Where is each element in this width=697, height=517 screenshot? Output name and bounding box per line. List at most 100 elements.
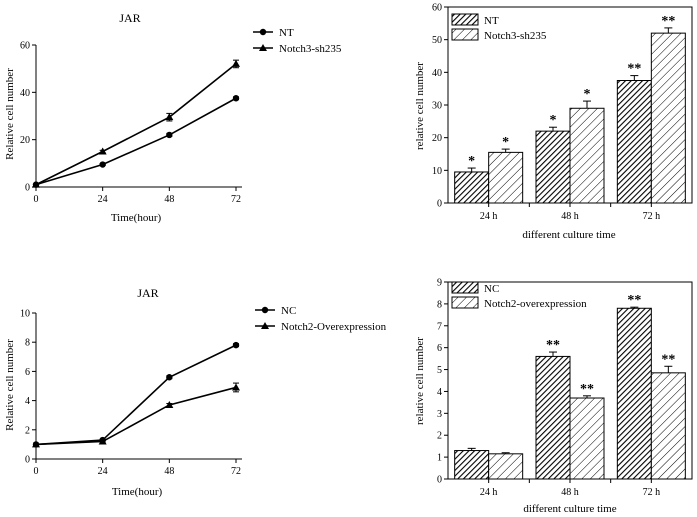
- data-point-notch2-overexpression: [32, 440, 40, 448]
- bar-notch3-sh235-24-h: [488, 151, 524, 204]
- x-tick-label: 72 h: [643, 211, 661, 222]
- legend: NT Notch3-sh235: [253, 27, 342, 55]
- axes: 0 10 20 30 40 50 60 24 h 48 h 72 h: [432, 3, 693, 222]
- x-tick-label: 24: [98, 466, 108, 477]
- bar-notch2-overexpression-72-h: [650, 372, 686, 480]
- y-tick-label: 1: [437, 453, 442, 464]
- legend-label: Notch3-sh235: [279, 43, 342, 55]
- bar-nt-24-h: [454, 171, 490, 204]
- y-tick-label: 2: [25, 425, 30, 436]
- series-group: [32, 59, 240, 188]
- series-group: ********: [454, 293, 686, 480]
- y-tick-label: 8: [25, 338, 30, 349]
- x-tick-label: 0: [34, 466, 39, 477]
- significance-marker: **: [661, 352, 675, 367]
- bar-notch3-sh235-72-h: [650, 32, 686, 204]
- y-tick-label: 9: [437, 278, 442, 289]
- data-point-nc: [166, 374, 173, 381]
- line-chart-top: JAR 0 20 40 60 0 24 48 72 NT Notch3-sh235 Time(h…: [4, 11, 342, 224]
- legend-swatch: [451, 281, 479, 294]
- bar-chart-bottom: 0 1 2 3 4 5 6 7 8 9 24 h 48 h 72 h ** ** ** ** NC Notch2…: [414, 278, 693, 515]
- data-point-notch2-overexpression: [165, 400, 174, 408]
- y-tick-label: 6: [437, 343, 442, 354]
- significance-marker: *: [502, 135, 509, 150]
- data-point-notch2-overexpression: [232, 383, 240, 391]
- y-tick-label: 30: [432, 101, 442, 112]
- legend: NC Notch2-overexpression: [451, 281, 587, 310]
- x-axis-label: Time(hour): [111, 212, 162, 224]
- data-point-nt: [166, 131, 173, 139]
- x-tick-label: 48: [164, 466, 174, 477]
- series-line-notch3-sh235: [35, 63, 237, 186]
- y-tick-label: 10: [432, 166, 442, 177]
- y-tick-label: 0: [437, 199, 442, 210]
- x-tick-label: 24 h: [480, 487, 498, 498]
- legend-label: NT: [279, 27, 294, 39]
- y-tick-label: 20: [432, 133, 442, 144]
- y-axis-label: relative cell number: [414, 337, 426, 425]
- x-tick-label: 24 h: [480, 211, 498, 222]
- data-point-notch2-overexpression: [98, 437, 107, 445]
- legend-label: Notch2-overexpression: [484, 298, 587, 310]
- significance-marker: **: [627, 62, 641, 77]
- y-tick-label: 4: [25, 396, 30, 407]
- legend: NT Notch3-sh235: [451, 13, 547, 42]
- data-point-nt: [232, 95, 240, 102]
- y-tick-label: 6: [25, 367, 30, 378]
- legend-marker: [259, 44, 267, 51]
- bar-nt-48-h: [535, 130, 571, 204]
- y-tick-label: 40: [20, 88, 30, 99]
- x-tick-label: 72: [231, 466, 241, 477]
- legend: NC Notch2-Overexpression: [255, 305, 387, 333]
- data-point-notch3-sh235: [165, 113, 174, 121]
- y-tick-label: 20: [20, 135, 30, 146]
- legend-marker: [261, 306, 269, 314]
- y-tick-label: 7: [437, 321, 442, 332]
- y-tick-label: 10: [20, 309, 30, 320]
- y-tick-label: 5: [437, 365, 442, 376]
- x-tick-label: 48 h: [561, 487, 579, 498]
- bar-nc-48-h: [535, 355, 571, 480]
- legend-swatch: [451, 296, 479, 309]
- x-axis-label: Time(hour): [112, 486, 163, 498]
- bar-nc-24-h: [454, 450, 490, 480]
- y-tick-label: 8: [437, 299, 442, 310]
- legend-label: NC: [281, 305, 296, 317]
- legend-label: NC: [484, 283, 499, 295]
- series-group: ********: [454, 14, 686, 204]
- y-tick-label: 2: [437, 431, 442, 442]
- legend-swatch: [451, 13, 479, 26]
- legend-marker: [259, 28, 267, 36]
- bar-notch2-overexpression-24-h: [488, 453, 524, 480]
- x-tick-label: 48 h: [561, 211, 579, 222]
- significance-marker: **: [627, 293, 641, 308]
- axes: 0 1 2 3 4 5 6 7 8 9 24 h 48 h 72 h: [437, 278, 693, 498]
- y-tick-label: 60: [20, 41, 30, 52]
- axes: 0 20 40 60 0 24 48 72: [20, 41, 242, 205]
- y-axis-label: Relative cell number: [4, 339, 16, 431]
- chart-title: JAR: [137, 286, 158, 300]
- y-tick-label: 40: [432, 68, 442, 79]
- y-tick-label: 0: [25, 455, 30, 466]
- series-line-nt: [35, 97, 237, 186]
- y-tick-label: 0: [25, 183, 30, 194]
- bar-notch2-overexpression-48-h: [569, 397, 605, 480]
- x-tick-label: 48: [164, 194, 174, 205]
- y-axis-label: Relative cell number: [4, 68, 16, 160]
- x-axis-label: different culture time: [522, 229, 615, 241]
- significance-marker: *: [584, 87, 591, 102]
- x-tick-label: 0: [34, 194, 39, 205]
- data-point-notch3-sh235: [98, 147, 107, 155]
- x-axis-label: different culture time: [523, 503, 616, 515]
- y-tick-label: 3: [437, 409, 442, 420]
- data-point-notch3-sh235: [232, 59, 240, 67]
- y-tick-label: 50: [432, 35, 442, 46]
- legend-marker: [261, 322, 269, 329]
- y-axis-label: relative cell number: [414, 62, 426, 150]
- data-point-nt: [99, 161, 106, 168]
- y-tick-label: 4: [437, 387, 442, 398]
- legend-label: Notch3-sh235: [484, 30, 547, 42]
